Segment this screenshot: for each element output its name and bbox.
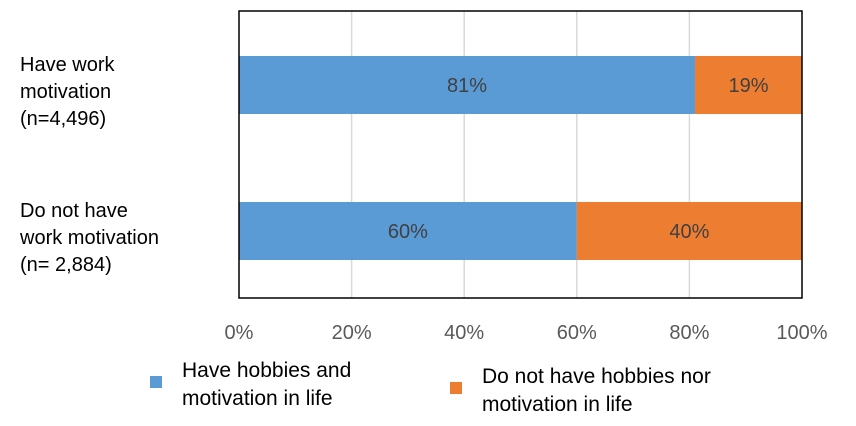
legend-swatch-orange [450,382,462,394]
bar-segment [239,56,696,114]
legend-swatch-blue [150,376,162,388]
category-label-line: (n=4,496) [20,108,107,130]
legend-item-have-hobbies: Have hobbies and motivation in life [150,357,351,413]
plot-area-border [238,10,803,299]
legend-label-line: motivation in life [182,387,333,410]
bars: 81% 19% 60% 40% [239,56,802,260]
category-label-line: Do not have [20,200,128,222]
x-tick-label: 0% [225,322,254,344]
x-tick-label: 100% [776,322,827,344]
x-tick-label: 40% [444,322,484,344]
legend-label-line: motivation in life [482,393,633,416]
category-label-line: Have work [20,54,115,76]
x-tick-label: 60% [557,322,597,344]
legend-label: Have hobbies and motivation in life [182,357,351,413]
legend-label-line: Do not have hobbies nor [482,365,711,388]
category-label-line: work motivation [20,227,159,249]
data-label: 60% [388,221,428,243]
category-label-no-work-motivation: Do not have work motivation (n= 2,884) [20,198,230,279]
category-label-have-work-motivation: Have work motivation (n=4,496) [20,52,230,133]
legend-label-line: Have hobbies and [182,359,352,382]
x-axis-ticks: 0% 20% 40% 60% 80% 100% [225,322,828,344]
data-label: 81% [447,75,487,97]
bar-segment [239,202,577,260]
legend-label: Do not have hobbies nor motivation in li… [482,363,711,419]
legend-item-no-hobbies: Do not have hobbies nor motivation in li… [450,363,711,419]
category-label-line: motivation [20,81,112,103]
bar-segment [695,56,802,114]
x-tick-label: 20% [332,322,372,344]
data-label: 19% [728,75,768,97]
x-tick-label: 80% [669,322,709,344]
category-label-line: (n= 2,884) [20,254,112,276]
data-label: 40% [669,221,709,243]
bar-segment [576,202,802,260]
